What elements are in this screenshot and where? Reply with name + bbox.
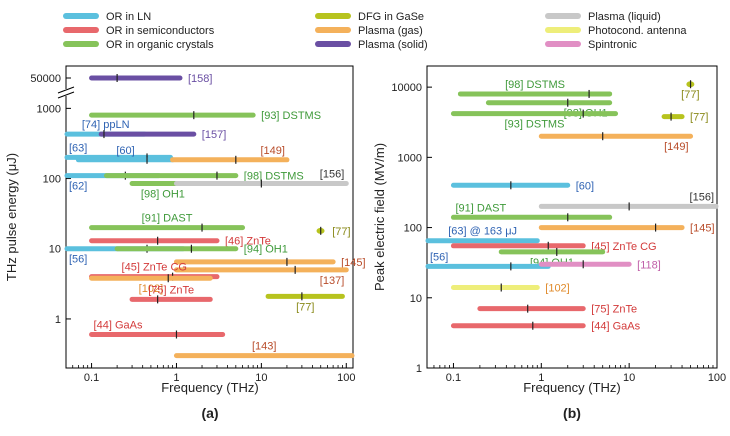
series-label: [77] (296, 301, 314, 313)
series-label: [60] (116, 145, 134, 157)
series-label: [93] DSTMS (505, 119, 565, 131)
series-label: [45] ZnTe CG (122, 262, 187, 274)
series-label: [98] DSTMS (244, 171, 304, 183)
series-label: [44] GaAs (591, 321, 640, 333)
legend-label: Plasma (liquid) (588, 11, 661, 23)
y-tick-label: 100 (404, 223, 422, 235)
series-bars-b: [98] DSTMS[77][98] OH1[93] DSTMS[77][149… (425, 79, 719, 333)
x-tick-label: 0.1 (446, 372, 461, 384)
legend-label: OR in organic crystals (106, 39, 214, 51)
series-label: [102] (139, 283, 163, 295)
legend-label: DFG in GaSe (358, 11, 424, 23)
series-label: [45] ZnTe CG (591, 241, 656, 253)
series-label: [145] (341, 257, 365, 269)
series-label: [98] OH1 (141, 189, 185, 201)
series-label: [91] DAST (142, 213, 193, 225)
series-label: [74] ppLN (82, 119, 130, 131)
legend-label: Spintronic (588, 39, 637, 51)
legend-label: Plasma (gas) (358, 25, 423, 37)
plot-frame-a (65, 65, 354, 369)
series-label: [77] (690, 112, 708, 124)
y-tick-label: 10 (410, 293, 422, 305)
legend-label: Photocond. antenna (588, 25, 687, 37)
series-label: [156] (320, 169, 344, 181)
series-label: [102] (545, 283, 569, 295)
y-tick-label: 10 (49, 244, 61, 256)
series-label: [63] (69, 142, 87, 154)
series-label: [143] (252, 341, 276, 353)
series-bars-a: [158] [93] DSTMS [74] ppLN [157] [63] [60] [14… (64, 73, 366, 359)
y-axis-break (57, 86, 78, 99)
legend-label: Plasma (solid) (358, 39, 428, 51)
series-label: [60] (576, 180, 594, 192)
plot-frame-b (426, 65, 718, 369)
x-tick-label: 0.1 (84, 372, 99, 384)
series-label: [62] (69, 181, 87, 193)
y-axis-ticks-a: 1 10 100 1000 50000 (30, 73, 71, 326)
series-label: [56] (430, 251, 448, 263)
x-tick-label: 100 (708, 372, 726, 384)
series-label: [75] ZnTe (148, 284, 194, 296)
y-tick-label: 100 (43, 174, 61, 186)
series-label: [77] (681, 89, 699, 101)
series-label: [63] @ 163 μJ (448, 226, 517, 238)
y-axis-title-b: Peak electric field (MV/m) (372, 143, 387, 291)
panel-b: 0.1 1 10 100 1 10 100 1000 10000 [98] DSTMS [77]… (372, 65, 726, 421)
y-axis-title-a: THz pulse energy (μJ) (4, 153, 19, 281)
y-tick-label: 1 (416, 363, 422, 375)
x-tick-label: 1 (173, 372, 179, 384)
series-label: [98] DSTMS (505, 79, 565, 91)
y-tick-label: 1000 (398, 152, 422, 164)
series-label: [137] (320, 275, 344, 287)
legend-label: OR in LN (106, 11, 151, 23)
series-label: [118] (637, 259, 661, 271)
series-label: [149] (664, 141, 688, 153)
y-tick-label: 1 (55, 314, 61, 326)
y-tick-label: 10000 (391, 82, 422, 94)
series-label: [156] (690, 191, 714, 203)
series-label: [91] DAST (455, 202, 506, 214)
series-label: [158] (188, 73, 212, 85)
x-axis-title-a: Frequency (THz) (161, 380, 259, 395)
panel-label-a: (a) (201, 405, 218, 421)
y-axis-ticks-b: 1 10 100 1000 10000 (391, 82, 432, 375)
legend-label: OR in semiconductors (106, 25, 215, 37)
series-label: [44] GaAs (94, 320, 143, 332)
series-label: [149] (260, 145, 284, 157)
x-tick-label: 10 (255, 372, 267, 384)
x-tick-label: 100 (337, 372, 355, 384)
x-axis-ticks-a: 0.1 1 10 100 (65, 363, 355, 384)
series-label: [145] (690, 223, 714, 235)
x-axis-title-b: Frequency (THz) (523, 380, 621, 395)
x-axis-ticks-b: 0.1 1 10 100 (426, 363, 726, 384)
x-tick-label: 1 (538, 372, 544, 384)
legend: OR in LN OR in semiconductors OR in organi… (63, 11, 687, 51)
series-label: [94] OH1 (244, 244, 288, 256)
series-label: [93] DSTMS (261, 110, 321, 122)
y-tick-label: 50000 (30, 73, 61, 85)
x-tick-label: 10 (623, 372, 635, 384)
series-label: [56] (69, 254, 87, 266)
y-tick-label: 1000 (37, 103, 61, 115)
series-label: [157] (202, 129, 226, 141)
series-label: [77] (332, 226, 350, 238)
series-label: [75] ZnTe (591, 304, 637, 316)
panel-label-b: (b) (563, 405, 581, 421)
panel-a: 0.1 1 10 100 1 10 100 1000 50000 [158] [93] DSTM… (4, 65, 366, 421)
series-label: [46] ZnTe (225, 236, 271, 248)
